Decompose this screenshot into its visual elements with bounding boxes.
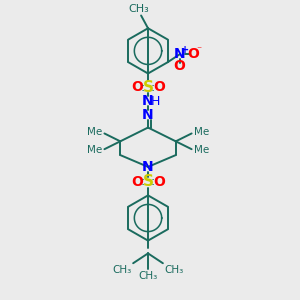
Text: CH₃: CH₃ — [129, 4, 149, 14]
Text: N: N — [142, 108, 154, 122]
Text: O: O — [153, 175, 165, 189]
Text: O: O — [188, 47, 200, 61]
Text: S: S — [142, 174, 154, 189]
Text: O: O — [131, 175, 143, 189]
Text: N: N — [174, 47, 185, 61]
Text: N: N — [142, 94, 154, 108]
Text: S: S — [142, 80, 154, 95]
Text: +: + — [181, 45, 189, 56]
Text: H: H — [150, 95, 160, 109]
Text: CH₃: CH₃ — [138, 271, 158, 281]
Text: CH₃: CH₃ — [165, 265, 184, 275]
Text: O: O — [131, 80, 143, 94]
Text: Me: Me — [87, 145, 102, 155]
Text: CH₃: CH₃ — [112, 265, 131, 275]
Text: N: N — [142, 160, 154, 174]
Text: Me: Me — [194, 145, 209, 155]
Text: Me: Me — [194, 128, 209, 137]
Text: Me: Me — [87, 128, 102, 137]
Text: :: : — [151, 81, 155, 94]
Text: ⁻: ⁻ — [196, 45, 201, 56]
Text: O: O — [174, 59, 186, 73]
Text: :: : — [141, 81, 145, 94]
Text: O: O — [153, 80, 165, 94]
Text: :: : — [151, 175, 155, 188]
Text: :: : — [141, 175, 145, 188]
